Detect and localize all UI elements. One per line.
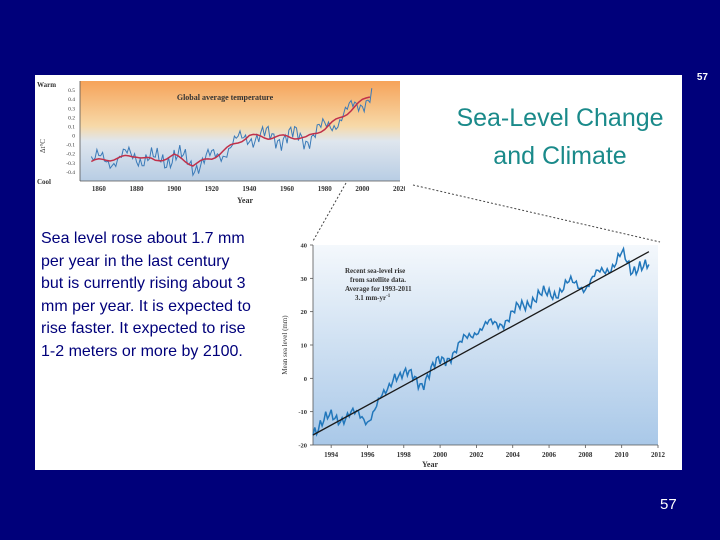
- annotation-line-2: from satellite data.: [350, 276, 406, 284]
- sea-level-series-line: [312, 246, 650, 437]
- temperature-x-tick-label: 1920: [205, 185, 220, 193]
- temperature-x-tick-label: 1900: [167, 185, 182, 193]
- title-line-1: Sea-Level Change: [456, 104, 664, 132]
- sea-level-y-tick-label: -20: [298, 443, 307, 450]
- temperature-y-tick-label: -0.1: [66, 143, 75, 149]
- sea-level-x-tick-label: 2002: [469, 451, 484, 459]
- body-text: Sea level rose about 1.7 mm per year in …: [41, 230, 251, 360]
- temperature-x-tick-label: 1880: [129, 185, 144, 193]
- sea-level-chart: 1994 1996 1998 2000 2002 2004 2006 2008 2010 2012…: [281, 243, 665, 470]
- sea-level-y-tick-label: 10: [301, 343, 308, 350]
- sea-level-x-tick-label: 1994: [324, 451, 339, 459]
- sea-level-y-tick-label: 0: [304, 376, 307, 383]
- temperature-x-tick-label: 1980: [318, 185, 333, 193]
- sea-level-x-tick-label: 2004: [506, 451, 520, 459]
- temperature-x-axis-label: Year: [237, 196, 253, 205]
- temperature-y-tick-label: -0.3: [66, 161, 75, 167]
- sea-level-y-tick-label: 40: [301, 243, 308, 250]
- slide-number-top: 57: [696, 72, 708, 83]
- sea-level-trend-line: [312, 251, 650, 436]
- temperature-y-tick-label: 0.5: [68, 88, 75, 94]
- temperature-x-tick-label: 1860: [92, 185, 107, 193]
- temperature-y-tick-label: -0.2: [66, 152, 75, 158]
- temperature-y-tick-label: 0: [72, 134, 75, 140]
- temperature-x-tick-label: 1940: [242, 185, 256, 193]
- temperature-y-tick-label: 0.4: [68, 97, 75, 103]
- temperature-x-tick-label: 2000: [355, 185, 370, 193]
- temperature-cool-label: Cool: [37, 178, 51, 186]
- annotation-line-1: Recent sea-level rise: [345, 267, 405, 275]
- sea-level-x-tick-label: 2012: [651, 451, 665, 459]
- temperature-x-tick-label: 1960: [280, 185, 295, 193]
- title-line-2: and Climate: [493, 142, 627, 170]
- temperature-smoothed-line: [90, 96, 371, 167]
- annotation-line-3: Average for 1993-2011: [345, 285, 412, 293]
- temperature-y-tick-label: 0.1: [68, 124, 75, 130]
- sea-level-x-axis-label: Year: [422, 460, 438, 469]
- slide-title: Sea-Level Change and Climate: [445, 99, 675, 175]
- annotation-line-4: 3.1 mm-yr-1: [355, 294, 391, 302]
- sea-level-y-tick-label: -10: [298, 409, 307, 416]
- sea-level-x-tick-label: 2000: [433, 451, 448, 459]
- temperature-y-tick-label: 0.2: [68, 115, 75, 121]
- sea-level-x-tick-label: 2006: [542, 451, 557, 459]
- sea-level-y-axis-label: Mean sea level (mm): [281, 315, 289, 375]
- temperature-warm-label: Warm: [37, 81, 56, 89]
- temperature-unit-label: Δt°C: [39, 139, 47, 153]
- sea-level-x-tick-label: 1998: [397, 451, 412, 459]
- sea-level-x-tick-label: 1996: [360, 451, 375, 459]
- content-panel: 1860188019001920194019601980200020200.50…: [35, 75, 682, 470]
- sea-level-x-tick-label: 2008: [578, 451, 593, 459]
- temperature-y-tick-label: 0.3: [68, 106, 75, 112]
- sea-level-annotation: Recent sea-level rise from satellite dat…: [345, 267, 412, 302]
- sea-level-x-tick-label: 2010: [615, 451, 630, 459]
- slide-number-bottom: 57: [660, 496, 677, 513]
- sea-level-y-tick-label: 20: [301, 309, 308, 316]
- temperature-series-line: [90, 88, 373, 177]
- temperature-y-tick-label: -0.4: [66, 170, 75, 176]
- temperature-chart-title: Global average temperature: [177, 93, 274, 102]
- sea-level-y-tick-label: 30: [301, 276, 308, 283]
